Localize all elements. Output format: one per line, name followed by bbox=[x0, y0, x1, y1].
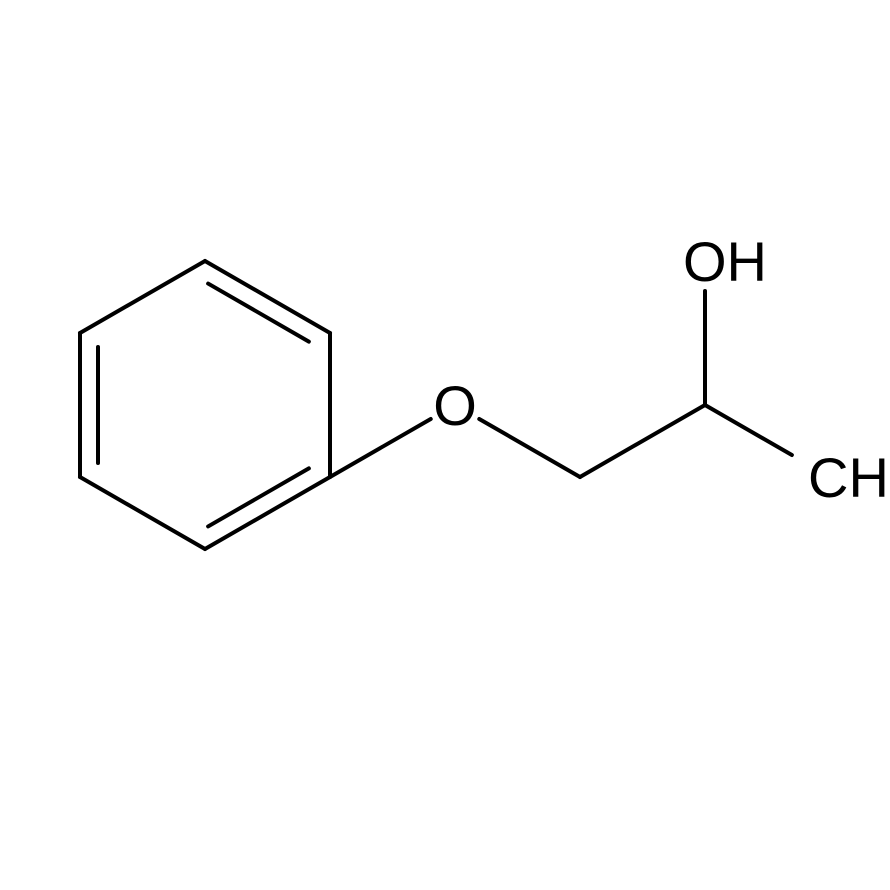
atom-label-hydroxyl_O: OH bbox=[683, 230, 767, 293]
atom-label-ether_O: O bbox=[433, 374, 477, 437]
molecule-diagram: O OH CH3 bbox=[0, 0, 890, 890]
atom-label-methyl: CH3 bbox=[808, 446, 890, 514]
